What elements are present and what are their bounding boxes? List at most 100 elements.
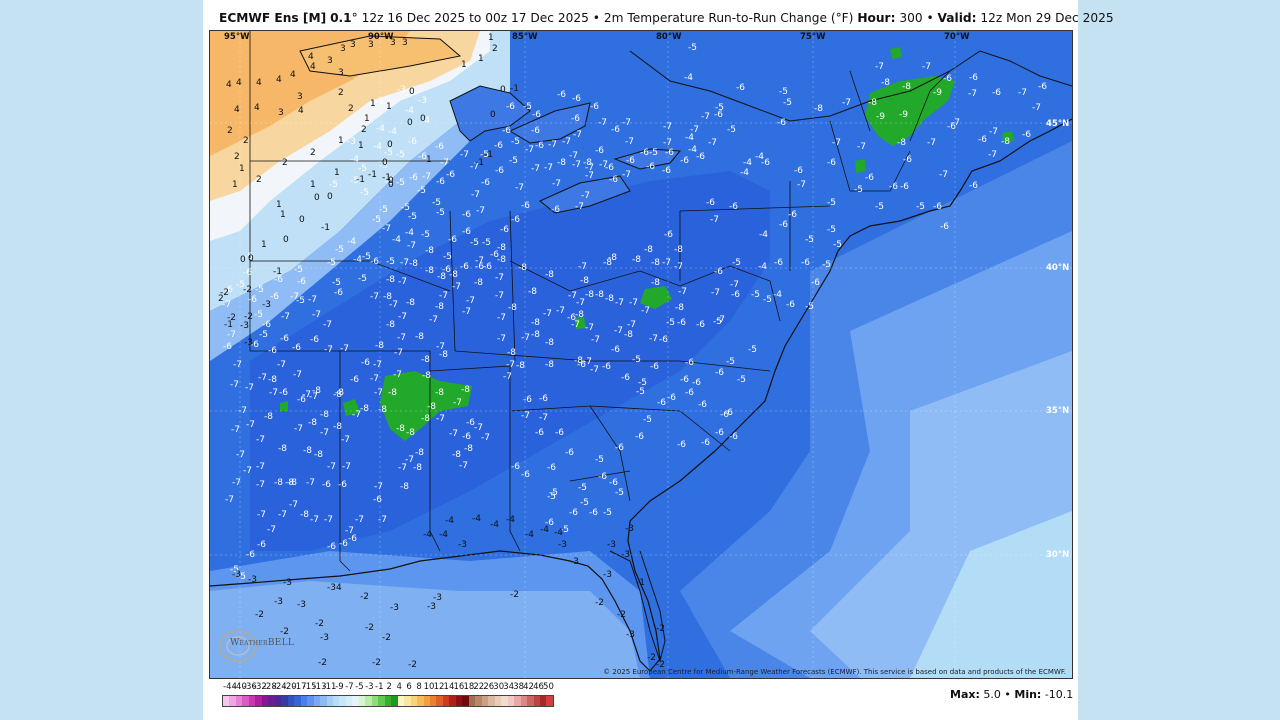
colorbar-tick-label: 38 xyxy=(513,682,525,692)
colorbar-swatch xyxy=(404,696,411,706)
colorbar-swatch xyxy=(255,696,262,706)
max-min-separator: • xyxy=(1004,688,1011,701)
colorbar-swatch xyxy=(533,696,540,706)
coastline xyxy=(210,118,1072,672)
max-label: Max: xyxy=(950,688,980,701)
colorbar-swatch xyxy=(229,696,236,706)
cold-core-new-england xyxy=(865,76,955,146)
colorbar-swatch xyxy=(468,696,476,706)
colorbar-swatch xyxy=(332,696,340,706)
lake-erie xyxy=(539,175,631,214)
title-separator-2: • xyxy=(926,11,934,25)
lon-label-70w: 70°W xyxy=(944,32,970,42)
lake-ontario xyxy=(613,148,682,170)
valid-value: 12z Mon 29 Dec 2025 xyxy=(980,11,1114,25)
lat-label-40n: 40°N xyxy=(1046,263,1070,273)
colorbar-tick-label: 46 xyxy=(533,682,544,692)
colorbar-tick-label: -44 xyxy=(223,682,237,692)
colorbar-ticks: -44 -40 -36 -32 -28 -24 -20 -17 -15 -13 -11 -9 -7 -5-… xyxy=(222,682,832,694)
lake-michigan-huron xyxy=(449,85,531,142)
lon-label-95w: 95°W xyxy=(224,32,250,42)
colorbar-swatch xyxy=(481,696,489,706)
map-canvas xyxy=(210,31,1072,678)
colorbar-swatch xyxy=(326,696,333,706)
degree-symbol: ° xyxy=(351,11,358,25)
min-value: -10.1 xyxy=(1044,688,1074,701)
state-borders xyxy=(249,31,951,572)
colorbar-tick-label: -7 xyxy=(345,682,354,692)
colorbar-swatch xyxy=(378,696,385,706)
colorbar-tick-label: -13 xyxy=(312,682,327,692)
colorbar-swatch xyxy=(281,696,288,706)
light-band xyxy=(210,91,510,361)
colorbar-swatch xyxy=(242,696,249,706)
cold-core-small-4 xyxy=(890,47,902,59)
colorbar-swatch xyxy=(384,696,392,706)
colorbar-swatch xyxy=(371,696,379,706)
colorbar-swatch xyxy=(294,696,301,706)
colorbar-tick-label: -24 xyxy=(272,682,287,692)
colorbar-tick-label: 50 xyxy=(543,682,554,692)
florida-coast xyxy=(609,550,666,663)
colorbar-swatch xyxy=(274,696,282,706)
colorbar-swatch xyxy=(345,696,353,706)
gulf-shade-2 xyxy=(210,581,640,678)
colorbar-tick-label: 14 xyxy=(443,682,455,692)
colorbar-tick-label: 12 xyxy=(433,682,445,692)
colorbar-swatch xyxy=(397,696,405,706)
colorbar-swatch xyxy=(514,696,521,706)
colorbar-tick-label: -32 xyxy=(252,682,267,692)
cold-core-virginia xyxy=(640,286,672,309)
model-resolution: 0.1 xyxy=(330,11,352,25)
colorbar-tick-label: 22 xyxy=(473,682,485,692)
colorbar-swatch xyxy=(248,696,256,706)
colorbar-swatch xyxy=(287,696,295,706)
colorbar-swatch xyxy=(462,696,469,706)
lon-label-90w: 90°W xyxy=(368,32,394,42)
colorbar-swatch xyxy=(307,696,314,706)
graticule xyxy=(210,31,1072,678)
colorbar xyxy=(222,695,554,707)
max-min-readout: Max: 5.0 • Min: -10.1 xyxy=(950,688,1073,701)
colorbar-swatch xyxy=(539,696,547,706)
colorbar-swatch xyxy=(527,696,534,706)
cold-core-small-3 xyxy=(575,317,586,329)
copyright-notice: © 2025 European Centre for Medium-Range … xyxy=(603,668,1066,676)
colorbar-tick-label: 30 xyxy=(493,682,505,692)
colorbar-swatch xyxy=(223,696,230,706)
colorbar-tick-label: -1 xyxy=(375,682,384,692)
lake-huron xyxy=(508,102,591,144)
colorbar-tick-label: -28 xyxy=(262,682,277,692)
colorbar-swatch xyxy=(391,696,398,706)
colorbar-tick-label: -20 xyxy=(282,682,297,692)
title-separator: • xyxy=(592,11,600,25)
colorbar-swatch xyxy=(423,696,430,706)
logo-swirl-icon xyxy=(219,630,257,662)
cold-core-tennessee xyxy=(380,371,472,441)
cold-core-small-6 xyxy=(1002,131,1014,143)
atlantic-shade-4 xyxy=(910,511,1072,678)
colorbar-swatch xyxy=(410,696,418,706)
colorbar-tick-label: -17 xyxy=(292,682,307,692)
colorbar-swatch xyxy=(488,696,495,706)
colorbar-tick-label: 6 xyxy=(406,682,412,692)
variable-name: 2m Temperature Run-to-Run Change (°F) xyxy=(603,11,854,25)
colorbar-swatch xyxy=(320,696,327,706)
colorbar-swatch xyxy=(261,696,269,706)
colorbar-swatch xyxy=(430,696,437,706)
lat-label-45n: 45°N xyxy=(1046,119,1070,129)
colorbar-tick-label: 2 xyxy=(386,682,392,692)
valid-label: Valid: xyxy=(937,11,977,25)
cold-core-small-1 xyxy=(343,399,360,416)
colorbar-swatch xyxy=(268,696,275,706)
forecast-map[interactable]: 95°W 90°W 85°W 80°W 75°W 70°W 45°N 40°N … xyxy=(209,30,1073,679)
colorbar-swatch xyxy=(235,696,243,706)
colorbar-swatch xyxy=(449,696,456,706)
map-title: ECMWF Ens [M] 0.1° 12z 16 Dec 2025 to 00… xyxy=(219,11,1114,25)
min-label: Min: xyxy=(1014,688,1042,701)
colorbar-swatch xyxy=(339,696,346,706)
lat-label-35n: 35°N xyxy=(1046,406,1070,416)
weatherbell-logo: WeatherBELL xyxy=(216,624,294,664)
colorbar-tick-label: -36 xyxy=(242,682,257,692)
core-cold-region xyxy=(250,171,770,551)
